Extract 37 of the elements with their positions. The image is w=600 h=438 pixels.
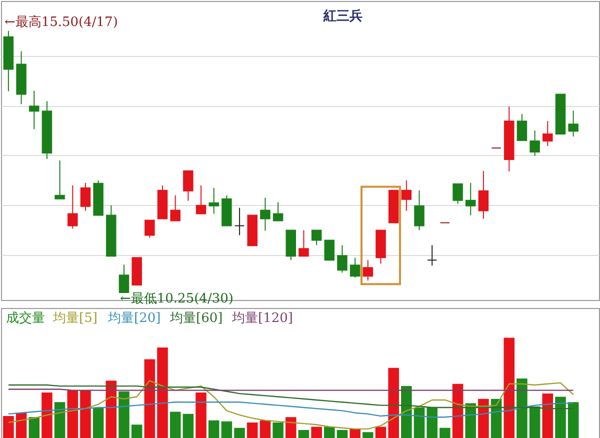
text: 均量[120]	[231, 311, 293, 326]
candlestick	[298, 230, 309, 257]
candlestick	[80, 182, 91, 212]
candlestick	[68, 184, 78, 230]
candlestick	[196, 184, 206, 214]
text: 均量[60]	[169, 311, 223, 326]
candlestick	[478, 170, 489, 220]
candlestick	[542, 120, 553, 147]
candlestick	[350, 257, 360, 278]
candlestick	[208, 187, 219, 214]
annotation: ←最低10.25(4/30)	[120, 292, 234, 307]
candlestick	[260, 197, 270, 232]
candlestick	[530, 130, 540, 156]
candlestick	[452, 183, 463, 204]
candlestick	[426, 244, 438, 266]
candlestick	[465, 182, 476, 216]
candlestick	[568, 110, 578, 138]
candlestick	[183, 170, 194, 202]
text: 成交量	[6, 310, 45, 326]
candlestick	[516, 114, 528, 142]
candlestick	[234, 207, 245, 236]
candlestick	[54, 160, 65, 200]
candlestick	[29, 90, 40, 130]
candlestick	[324, 240, 335, 261]
candlestick	[170, 194, 180, 222]
candlestick	[401, 180, 412, 212]
candlestick	[118, 264, 130, 294]
candlestick	[272, 202, 284, 222]
candlestick	[337, 244, 348, 274]
candlestick	[362, 260, 374, 282]
annotation: 紅三兵	[322, 8, 362, 24]
candlestick	[144, 220, 155, 238]
candlestick	[311, 230, 322, 246]
text: 均量[20]	[107, 311, 161, 326]
annotation: ←最高15.50(4/17)	[4, 14, 118, 30]
candlestick	[414, 190, 424, 231]
text: 均量[5]	[52, 311, 98, 326]
